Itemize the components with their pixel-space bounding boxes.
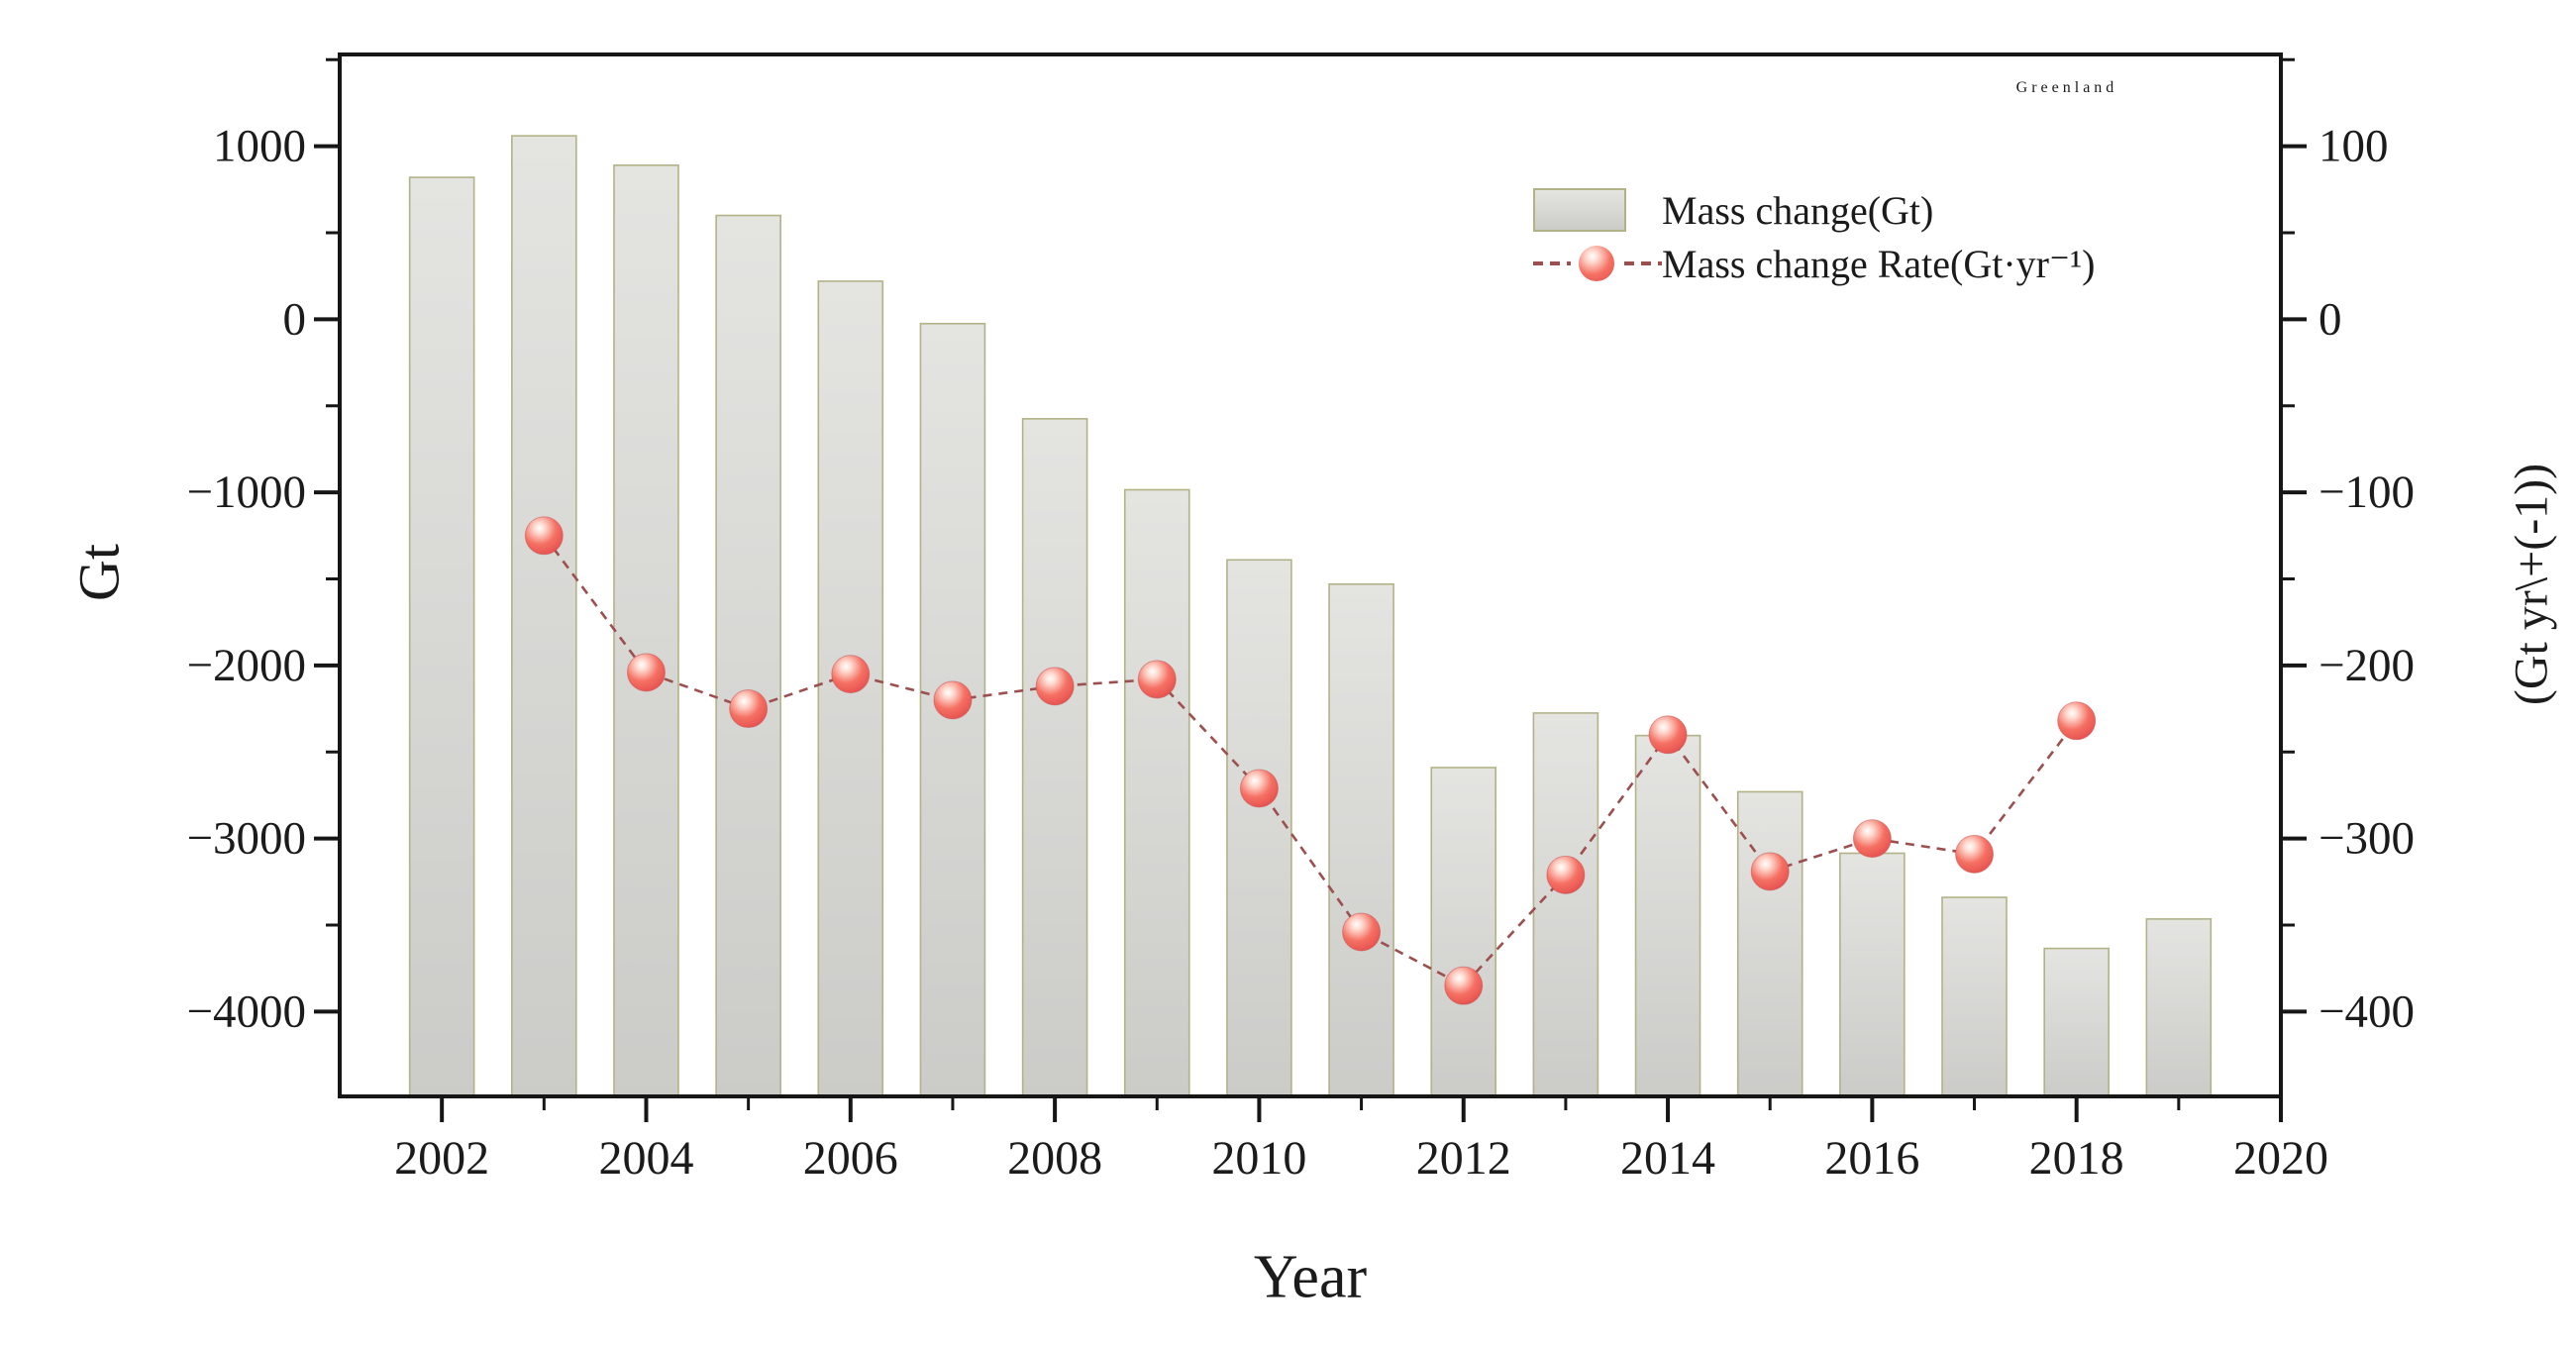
y-axis-left-title: Gt (66, 544, 132, 601)
x-tick-label: 2006 (803, 1132, 898, 1185)
rate-marker-2011 (1342, 912, 1382, 952)
bar-2016 (1839, 852, 1906, 1097)
bar-2013 (1532, 712, 1599, 1097)
rate-marker-2008 (1035, 667, 1075, 706)
bar-2005 (715, 214, 781, 1097)
bar-2014 (1634, 734, 1701, 1097)
rate-marker-2013 (1546, 855, 1586, 894)
x-tick-label: 2008 (1007, 1132, 1102, 1185)
legend-item-mass-change: Mass change(Gt) (1533, 186, 1933, 234)
x-tick-label: 2012 (1416, 1132, 1511, 1185)
legend-bar-swatch-icon (1533, 188, 1626, 232)
rate-marker-2014 (1648, 715, 1688, 755)
bar-2008 (1021, 418, 1088, 1097)
y-left-tick-label: −4000 (186, 985, 306, 1037)
y-left-tick-label: 1000 (213, 121, 306, 172)
rate-marker-2004 (626, 653, 666, 692)
rate-marker-2007 (933, 680, 973, 720)
chart-title: Greenland (2015, 79, 2118, 96)
y-right-tick-label: −300 (2318, 813, 2415, 865)
rate-marker-2017 (1955, 834, 1995, 874)
y-left-tick-label: −2000 (186, 640, 306, 691)
x-tick-label: 2020 (2233, 1132, 2328, 1185)
bar-2004 (613, 164, 679, 1097)
bar-2015 (1736, 790, 1803, 1097)
x-axis-title: Year (1253, 1243, 1368, 1311)
bar-2009 (1123, 488, 1190, 1097)
x-tick-label: 2004 (598, 1132, 693, 1185)
bar-2017 (1941, 896, 2008, 1097)
rate-marker-2009 (1137, 660, 1177, 699)
x-tick-label: 2002 (394, 1132, 489, 1185)
legend-item-mass-change-rate: Mass change Rate(Gt·yr⁻¹) (1533, 241, 2096, 286)
rate-marker-2010 (1239, 769, 1279, 808)
bar-2011 (1328, 582, 1394, 1097)
rate-marker-2003 (524, 516, 564, 556)
x-tick-label: 2010 (1211, 1132, 1306, 1185)
y-right-tick-label: 100 (2318, 121, 2389, 172)
legend-label-mass-change-rate: Mass change Rate(Gt·yr⁻¹) (1662, 241, 2096, 286)
bar-2003 (511, 135, 577, 1097)
y-right-tick-label: −100 (2318, 466, 2415, 518)
bar-2019 (2145, 918, 2213, 1097)
rate-marker-2015 (1750, 852, 1790, 891)
bar-2018 (2043, 947, 2110, 1097)
y-right-tick-label: −400 (2318, 985, 2415, 1037)
y-axis-right-title: (Gt yr\+(-1)) (2505, 463, 2558, 706)
y-right-tick-label: −200 (2318, 640, 2415, 691)
y-left-tick-label: −3000 (186, 813, 306, 865)
x-tick-label: 2016 (1824, 1132, 1919, 1185)
rate-marker-2018 (2057, 701, 2097, 741)
rate-marker-2006 (831, 655, 871, 694)
x-tick-label: 2018 (2029, 1132, 2124, 1185)
y-left-tick-label: −1000 (186, 466, 306, 518)
legend-label-mass-change: Mass change(Gt) (1662, 187, 1934, 233)
x-tick-label: 2014 (1620, 1132, 1715, 1185)
bar-2002 (408, 176, 475, 1097)
rate-marker-2012 (1444, 966, 1484, 1005)
rate-marker-2016 (1852, 819, 1892, 859)
y-right-tick-label: 0 (2318, 293, 2342, 345)
rate-line (543, 535, 2078, 987)
plot-frame (338, 52, 2283, 1098)
legend-line-marker-swatch-icon (1533, 244, 1662, 283)
bar-2010 (1226, 559, 1292, 1097)
rate-marker-2005 (729, 689, 769, 729)
bar-2012 (1430, 767, 1497, 1097)
y-left-tick-label: 0 (283, 293, 307, 345)
